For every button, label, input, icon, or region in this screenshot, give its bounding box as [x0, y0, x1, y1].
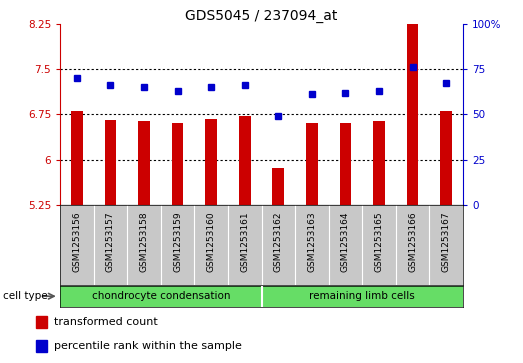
- Bar: [373, 121, 385, 205]
- Text: GSM1253158: GSM1253158: [140, 212, 149, 272]
- Text: remaining limb cells: remaining limb cells: [309, 291, 415, 301]
- Text: GSM1253167: GSM1253167: [441, 212, 451, 272]
- Bar: [407, 21, 418, 205]
- Bar: [239, 116, 251, 205]
- Text: GSM1253164: GSM1253164: [341, 212, 350, 272]
- Bar: [105, 121, 116, 205]
- Text: GSM1253166: GSM1253166: [408, 212, 417, 272]
- Text: GSM1253156: GSM1253156: [72, 212, 82, 272]
- Text: GSM1253161: GSM1253161: [240, 212, 249, 272]
- Bar: [440, 111, 452, 205]
- Text: GSM1253157: GSM1253157: [106, 212, 115, 272]
- Text: cell type: cell type: [3, 291, 47, 301]
- Bar: [172, 123, 184, 205]
- Text: transformed count: transformed count: [54, 317, 158, 327]
- Bar: [71, 111, 83, 205]
- Bar: [306, 123, 317, 205]
- Text: GSM1253159: GSM1253159: [173, 212, 182, 272]
- Bar: [262, 286, 463, 307]
- Bar: [36, 340, 48, 352]
- Bar: [138, 121, 150, 205]
- Text: GSM1253162: GSM1253162: [274, 212, 283, 272]
- Text: GSM1253165: GSM1253165: [374, 212, 383, 272]
- Bar: [36, 316, 48, 328]
- Text: chondrocyte condensation: chondrocyte condensation: [92, 291, 230, 301]
- Bar: [206, 119, 217, 205]
- Bar: [272, 168, 284, 205]
- Text: GSM1253163: GSM1253163: [308, 212, 316, 272]
- Bar: [339, 123, 351, 205]
- Title: GDS5045 / 237094_at: GDS5045 / 237094_at: [185, 9, 338, 23]
- Bar: [60, 286, 262, 307]
- Text: percentile rank within the sample: percentile rank within the sample: [54, 341, 242, 351]
- Text: GSM1253160: GSM1253160: [207, 212, 215, 272]
